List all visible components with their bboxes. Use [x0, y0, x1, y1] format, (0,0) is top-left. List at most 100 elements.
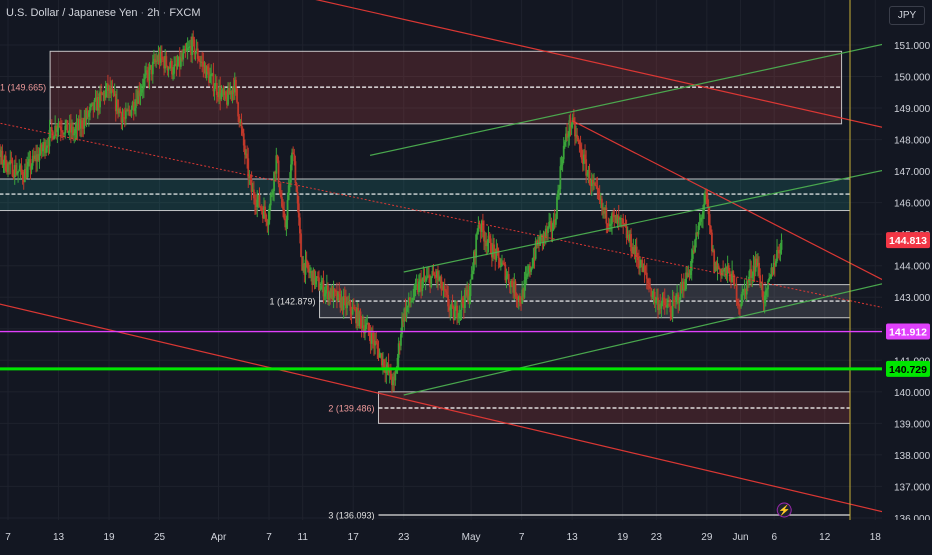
candle-body [512, 285, 515, 293]
candle-body [334, 291, 337, 293]
candle-body [435, 271, 438, 278]
candle-body [691, 250, 694, 259]
candle-body [568, 120, 571, 137]
candle-body [370, 332, 373, 344]
candle-body [406, 305, 409, 308]
candle-body [440, 276, 443, 290]
time-axis[interactable]: 7 13 19 25 Apr 7 11 17 23 May 7 13 19 23 29 Jun 6 12 18 [0, 520, 932, 550]
candle-body [515, 296, 518, 299]
candle-body [241, 128, 244, 134]
candle-body [223, 91, 226, 95]
candle-body [324, 289, 327, 294]
candle-body [678, 299, 681, 304]
candle-body [214, 83, 217, 89]
candle-body [694, 239, 696, 252]
candle-body [576, 134, 579, 138]
candle-body [20, 165, 23, 172]
candle-body [208, 71, 210, 83]
candle-body [732, 271, 735, 276]
line-price-badge: 141.912 [889, 327, 927, 339]
time-tick-label: 29 [701, 532, 713, 543]
candle-body [704, 191, 707, 204]
candle-body [265, 214, 268, 222]
price-axis[interactable]: 136.000137.000138.000139.000140.000141.0… [882, 0, 932, 550]
candle-body [266, 221, 269, 226]
candle-body [401, 317, 403, 335]
candle-body [188, 46, 191, 48]
candle-body [25, 169, 27, 179]
candle-body [275, 155, 278, 174]
candle-body [392, 376, 394, 386]
candle-body [279, 192, 282, 198]
candle-body [423, 277, 426, 281]
candle-body [86, 110, 89, 117]
candle-body [357, 308, 360, 327]
candle-body [90, 104, 92, 108]
interval-label[interactable]: 2h [147, 7, 160, 19]
candle-body [735, 284, 738, 302]
candle-body [238, 116, 241, 124]
candle-body [9, 160, 12, 165]
candle-body [453, 310, 456, 321]
candle-body [21, 171, 24, 179]
candle-body [433, 275, 436, 277]
candle-body [194, 52, 197, 55]
candle-body [745, 281, 748, 295]
time-tick-label: 25 [154, 532, 166, 543]
candle-body [248, 176, 251, 178]
candle-body [237, 102, 240, 117]
candle-body [172, 73, 174, 75]
candle-body [770, 267, 773, 277]
candle-body [28, 159, 31, 162]
candle-body [486, 242, 489, 247]
candle-body [349, 301, 352, 311]
candle-body [19, 165, 22, 170]
candle-body [441, 289, 444, 291]
time-tick-label: 6 [771, 532, 777, 543]
line-price-badge-bg [886, 323, 930, 340]
currency-button[interactable]: JPY [889, 6, 925, 25]
candle-body [510, 280, 512, 288]
candle-body [10, 160, 13, 162]
candle-body [426, 275, 429, 278]
candle-body [129, 110, 132, 116]
candle-body [114, 93, 117, 112]
candle-body [177, 56, 180, 66]
candle-body [644, 272, 647, 274]
candle-body [32, 155, 35, 159]
candle-body [726, 265, 729, 274]
horizontal-lines[interactable] [0, 330, 882, 371]
candle-body [12, 176, 15, 178]
candle-body [437, 271, 439, 281]
candle-body [544, 228, 547, 237]
candle-body [396, 357, 399, 370]
lightning-icon[interactable] [776, 502, 792, 518]
candle-body [374, 341, 377, 346]
fib-level-label: 1 (149.665) [0, 83, 46, 93]
candle-body [499, 266, 502, 268]
trend-line[interactable] [403, 164, 910, 273]
trend-line[interactable] [0, 114, 910, 314]
candle-body [730, 280, 732, 283]
candle-body [656, 297, 658, 300]
candle-body [196, 48, 199, 59]
candle-body [347, 302, 350, 304]
trend-line[interactable] [168, 0, 910, 134]
candle-body [124, 110, 127, 119]
fib-labels: 1 (149.665)0 (146.272)1 (142.879)2 (139.… [0, 83, 374, 521]
candle-body [776, 249, 778, 262]
candle-body [505, 276, 508, 281]
candle-body [111, 89, 114, 91]
time-axis-background [0, 520, 932, 550]
candle-body [404, 308, 407, 318]
candle-body [430, 276, 433, 287]
trend-line[interactable] [403, 280, 893, 396]
candle-body [2, 163, 5, 165]
trend-line[interactable] [369, 38, 910, 156]
candle-body [393, 376, 396, 381]
candle-body [16, 172, 18, 175]
candle-body [699, 218, 702, 222]
candle-body [514, 281, 517, 297]
